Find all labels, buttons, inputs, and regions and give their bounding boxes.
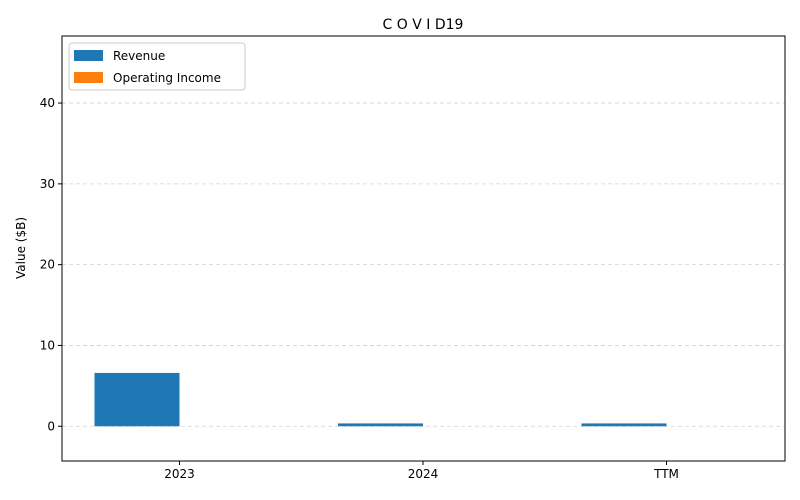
- x-axis: 2023 2024 TTM: [164, 461, 679, 481]
- legend-swatch-1: [74, 72, 103, 83]
- legend-swatch-0: [74, 50, 103, 61]
- legend-label-1: Operating Income: [113, 71, 221, 85]
- y-axis: 0 10 20 30 40: [40, 96, 62, 433]
- x-tick-label-2: TTM: [653, 467, 679, 481]
- y-axis-title: Value ($B): [14, 217, 28, 279]
- y-tick-label-4: 40: [40, 96, 55, 110]
- y-tick-label-2: 20: [40, 258, 55, 272]
- y-tick-label-0: 0: [47, 419, 55, 433]
- chart-title: C O V I D19: [383, 17, 464, 33]
- y-tick-label-3: 30: [40, 177, 55, 191]
- bar-revenue-1: [338, 423, 423, 427]
- bar-revenue-2: [581, 423, 667, 427]
- bars: [94, 372, 667, 427]
- legend-label-0: Revenue: [113, 49, 165, 63]
- legend: Revenue Operating Income: [68, 42, 246, 91]
- legend-box: [68, 42, 246, 91]
- x-tick-label-1: 2024: [408, 467, 439, 481]
- x-tick-label-0: 2023: [164, 467, 195, 481]
- bar-revenue-0: [94, 372, 180, 427]
- y-tick-label-1: 10: [40, 338, 55, 352]
